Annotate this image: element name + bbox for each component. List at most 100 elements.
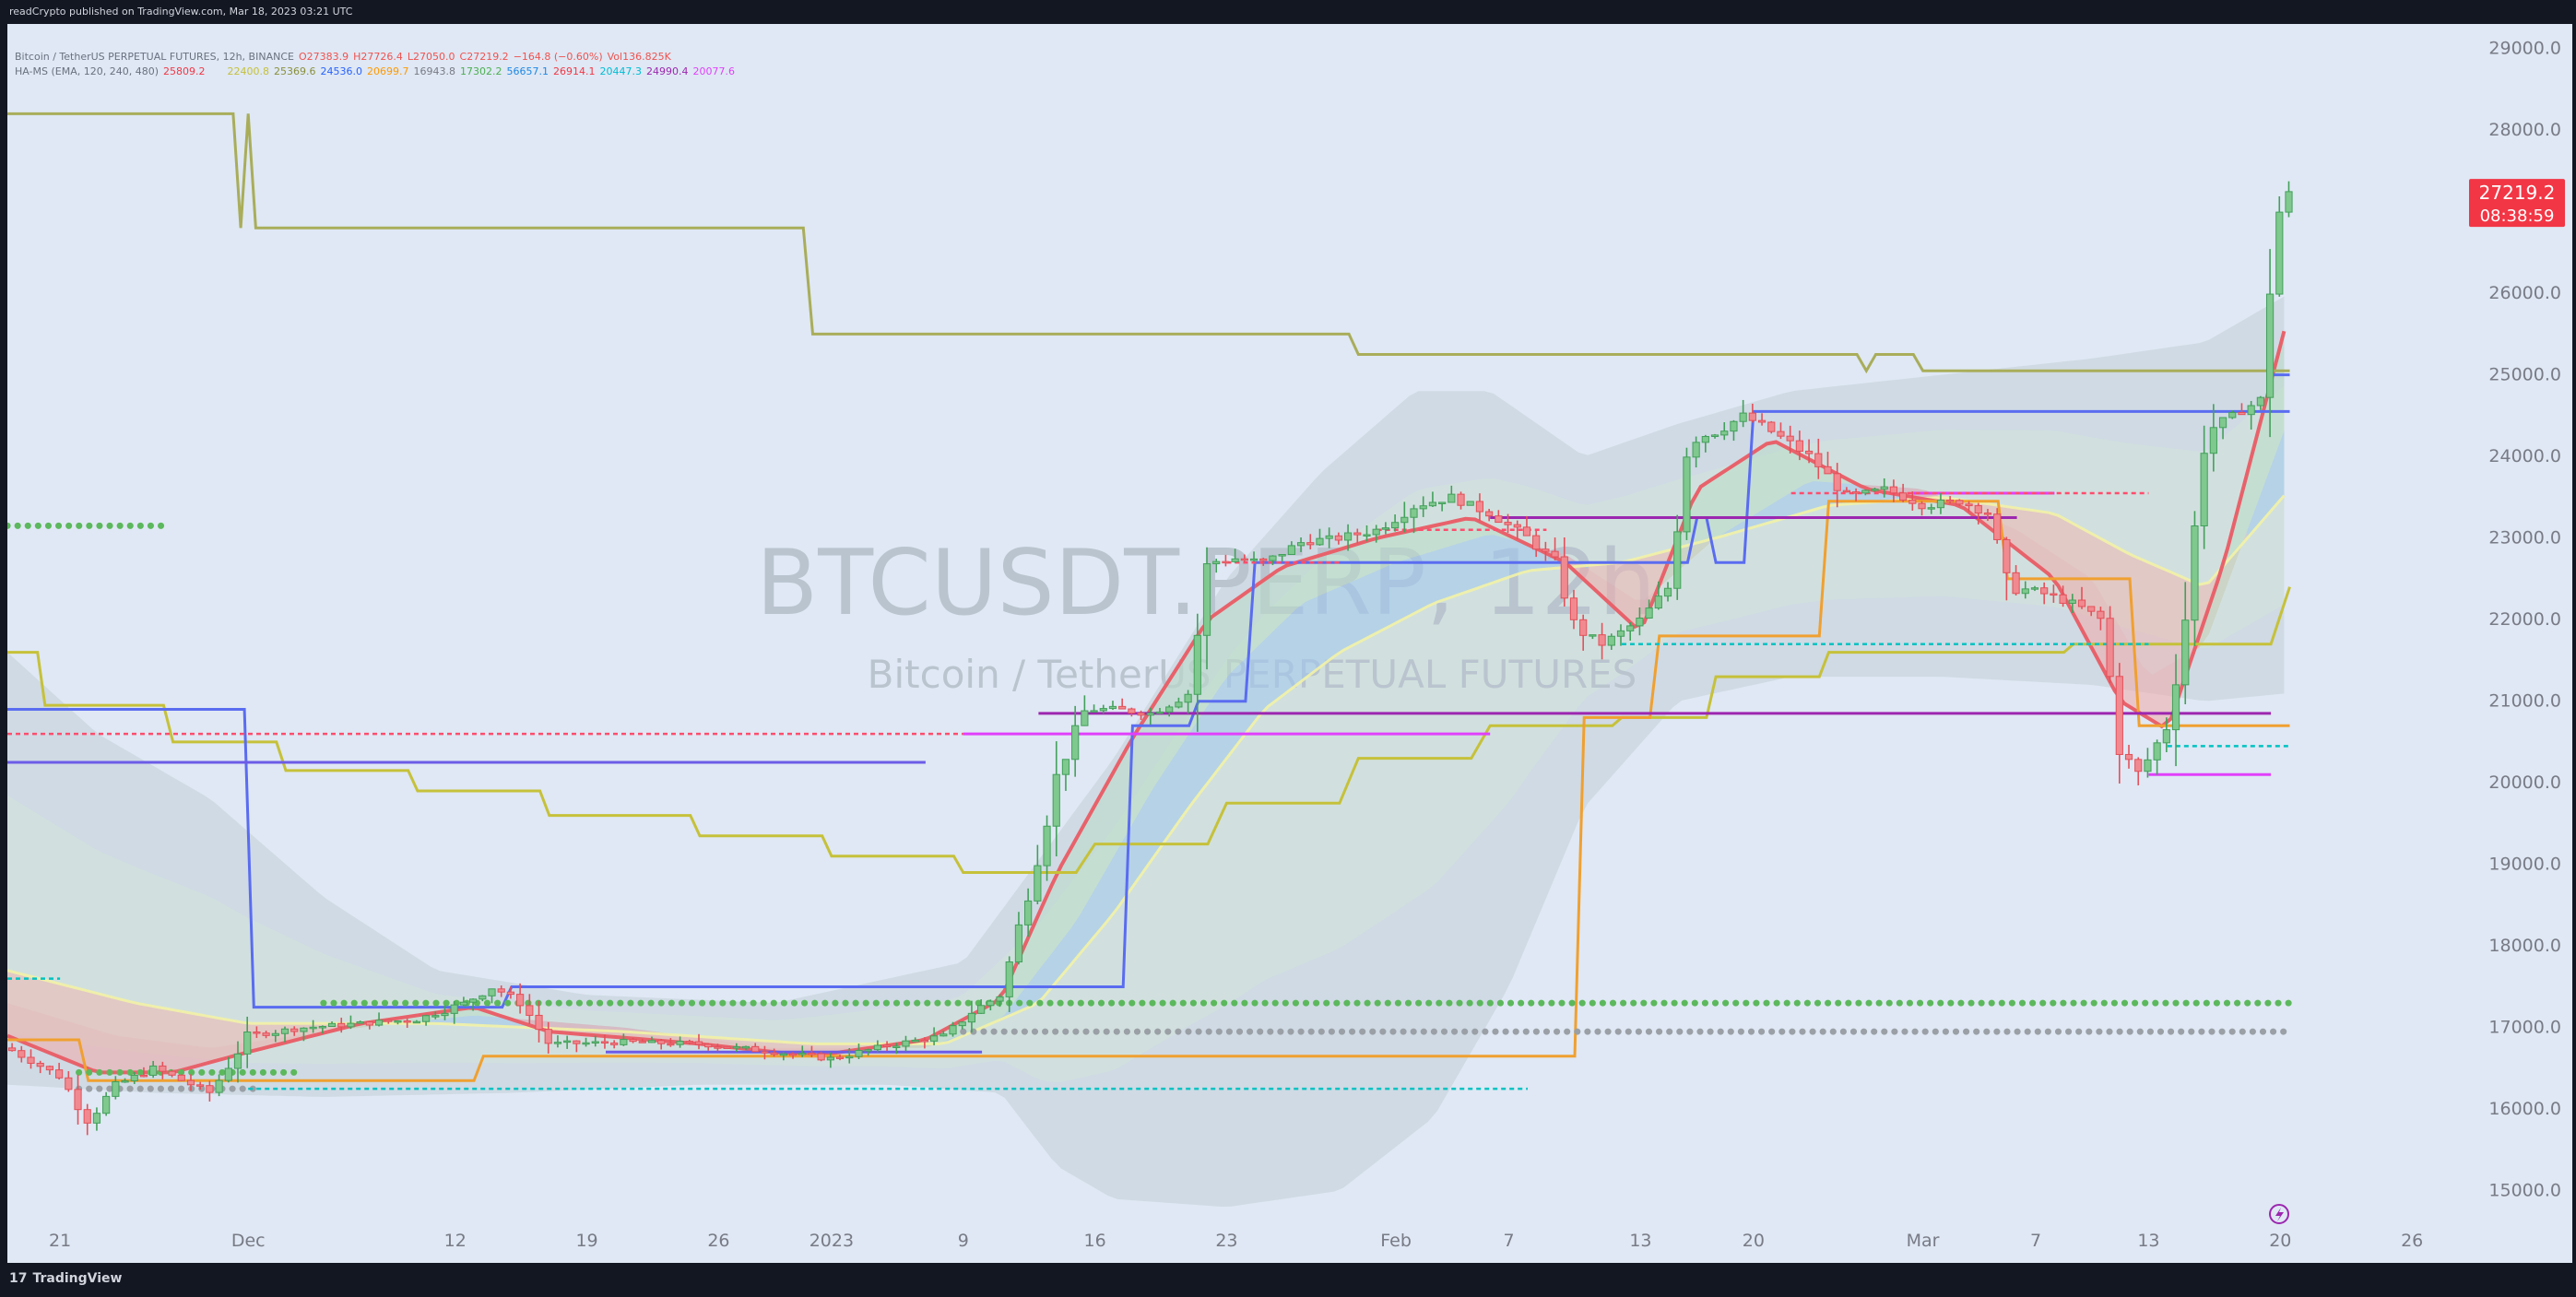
candle-body-85 — [808, 1052, 816, 1055]
candle-body-28 — [271, 1032, 279, 1036]
candle-body-204 — [1927, 507, 1935, 510]
candle-body-222 — [2097, 610, 2105, 619]
ema-band-slow — [1719, 481, 1945, 537]
candle-body-5 — [55, 1069, 64, 1079]
step-line-3 — [7, 500, 2290, 1082]
candle-body-90 — [855, 1049, 863, 1057]
legend-symbol: Bitcoin / TetherUS PERPETUAL FUTURES, 12… — [15, 51, 294, 63]
candle-body-221 — [2087, 606, 2096, 612]
tradingview-brand[interactable]: 17 TradingView — [9, 1271, 122, 1286]
candle-body-128 — [1212, 560, 1221, 565]
candle-body-145 — [1372, 528, 1380, 536]
candle-body-116 — [1099, 708, 1107, 712]
candle-body-115 — [1090, 710, 1098, 713]
candle-body-23 — [224, 1067, 232, 1081]
candle-body-93 — [882, 1044, 892, 1048]
candle-body-44 — [421, 1015, 431, 1022]
legend-indicator-value: 16943.8 — [413, 65, 456, 77]
candle-body-141 — [1334, 535, 1342, 541]
candle-body-171 — [1616, 630, 1625, 637]
price-badge-countdown: 08:38:59 — [2480, 206, 2555, 226]
published-header: readCrypto published on TradingView.com,… — [0, 0, 2576, 24]
x-tick-label: 13 — [2137, 1231, 2159, 1251]
candle-body-63 — [600, 1041, 609, 1043]
legend-indicator-value: 25369.6 — [274, 65, 316, 77]
candle-body-24 — [233, 1053, 242, 1069]
x-tick-label: 19 — [575, 1231, 597, 1251]
candle-body-17 — [168, 1070, 176, 1076]
x-tick-label: 2023 — [809, 1231, 854, 1251]
candle-body-219 — [2068, 599, 2076, 604]
candle-body-138 — [1306, 542, 1315, 546]
candle-body-0 — [8, 1047, 17, 1052]
legend-indicator: HA-MS (EMA, 120, 240, 480) — [15, 65, 160, 77]
candle-body-206 — [1946, 499, 1955, 502]
candle-body-212 — [2003, 538, 2011, 573]
candle-body-51 — [488, 988, 496, 996]
candle-body-53 — [506, 991, 515, 996]
candle-body-184 — [1739, 412, 1747, 422]
x-tick-label: 20 — [2269, 1231, 2291, 1251]
candle-body-58 — [553, 1042, 562, 1044]
candle-body-16 — [159, 1065, 167, 1072]
candle-body-136 — [1287, 545, 1295, 556]
candle-body-194 — [1833, 473, 1841, 491]
candle-body-32 — [309, 1026, 317, 1030]
candle-body-29 — [280, 1028, 290, 1034]
x-tick-label: 16 — [1083, 1231, 1105, 1251]
y-tick-label: 25000.0 — [2488, 365, 2561, 385]
candle-body-84 — [798, 1052, 807, 1055]
flash-icon — [2269, 1204, 2289, 1224]
candle-body-226 — [2134, 759, 2143, 772]
candle-body-54 — [516, 994, 525, 1007]
candle-body-211 — [1993, 513, 2002, 540]
y-tick-label: 22000.0 — [2488, 609, 2561, 630]
y-tick-label: 28000.0 — [2488, 120, 2561, 140]
candle-body-162 — [1532, 535, 1541, 550]
candle-body-121 — [1146, 713, 1154, 716]
candle-body-76 — [723, 1046, 731, 1049]
candle-body-105 — [996, 996, 1004, 1002]
candle-body-144 — [1363, 534, 1371, 536]
y-tick-label: 19000.0 — [2488, 855, 2561, 875]
candle-body-190 — [1795, 440, 1803, 452]
candle-body-186 — [1757, 419, 1767, 423]
brand-name: TradingView — [32, 1271, 123, 1286]
candle-body-215 — [2030, 587, 2039, 590]
legend-indicator-values: 25809.2 22400.8 25369.6 24536.0 20699.7 1694… — [163, 65, 739, 77]
candle-body-175 — [1654, 595, 1662, 609]
y-tick-label: 24000.0 — [2488, 446, 2561, 466]
candle-body-91 — [864, 1049, 872, 1052]
candle-body-20 — [196, 1084, 205, 1087]
candle-body-98 — [930, 1035, 939, 1042]
candle-body-163 — [1542, 548, 1550, 552]
x-tick-label: 7 — [1504, 1231, 1515, 1251]
candle-body-66 — [629, 1039, 637, 1043]
candle-body-207 — [1956, 500, 1964, 505]
candle-body-127 — [1202, 563, 1211, 636]
candle-body-130 — [1231, 558, 1239, 562]
candle-body-69 — [657, 1040, 666, 1044]
candle-body-235 — [2218, 417, 2227, 429]
candle-body-158 — [1495, 515, 1503, 524]
price-badge-price: 27219.2 — [2479, 182, 2556, 204]
candle-body-10 — [102, 1095, 111, 1114]
published-text: readCrypto published on TradingView.com,… — [9, 6, 353, 18]
candle-body-165 — [1560, 556, 1568, 599]
candle-body-238 — [2247, 405, 2255, 416]
candle-body-233 — [2200, 453, 2208, 526]
candle-body-102 — [967, 1012, 976, 1023]
legend-indicator-value: 24536.0 — [320, 65, 363, 77]
x-tick-label: 21 — [49, 1231, 71, 1251]
candle-body-113 — [1071, 725, 1080, 761]
candle-body-25 — [243, 1032, 252, 1055]
candle-body-104 — [987, 1000, 995, 1007]
candle-body-114 — [1081, 710, 1089, 726]
candle-body-198 — [1871, 489, 1879, 491]
x-tick-label: 26 — [707, 1231, 729, 1251]
legend-indicator-value: 20447.3 — [599, 65, 643, 77]
chart-area[interactable]: BTCUSDT.PERP, 12h Bitcoin / TetherUS PERP… — [7, 24, 2572, 1263]
candle-body-149 — [1410, 508, 1418, 518]
legend-ohlc: O27383.9 H27726.4 L27050.0 C27219.2 −164.8 (… — [299, 51, 676, 63]
